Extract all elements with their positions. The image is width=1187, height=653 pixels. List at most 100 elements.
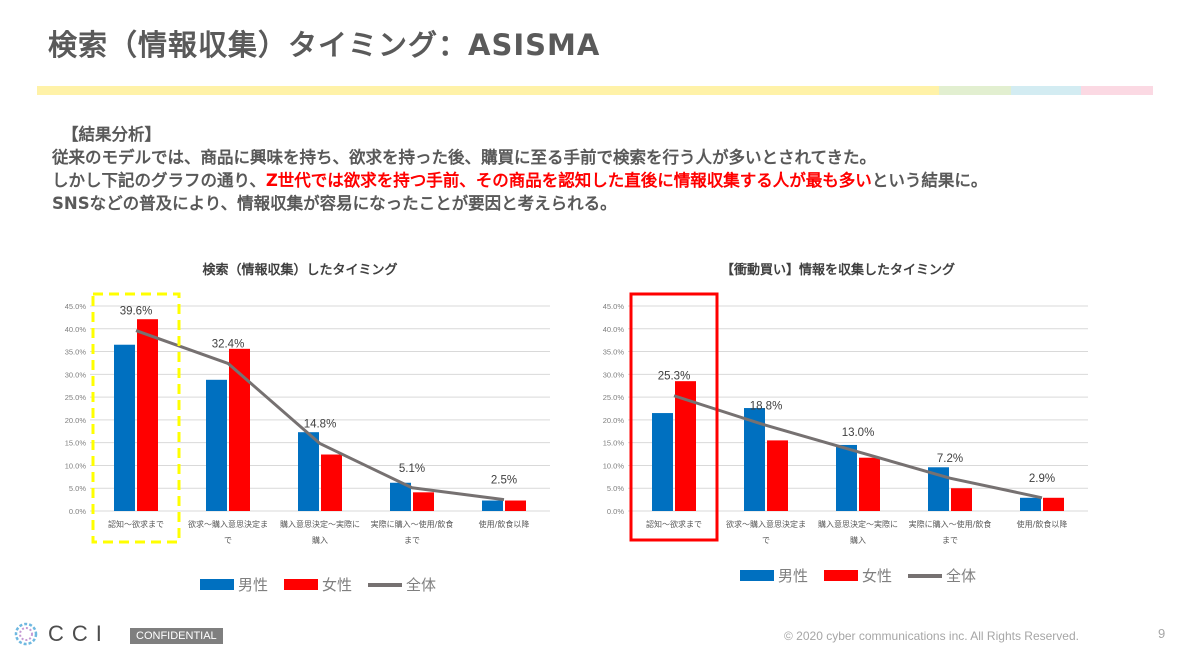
data-label-total: 2.5% bbox=[491, 475, 517, 487]
bar-female bbox=[951, 488, 972, 511]
y-tick-label: 40.0% bbox=[65, 325, 87, 334]
data-label-total: 25.3% bbox=[658, 371, 691, 383]
legend-total-label: 全体 bbox=[406, 576, 437, 594]
legend-total-label: 全体 bbox=[946, 567, 977, 585]
x-tick-label: 欲求～購入意思決定ま bbox=[188, 519, 268, 529]
bar-female bbox=[229, 348, 250, 511]
x-tick-label: 使用/飲食以降 bbox=[1017, 519, 1068, 529]
x-tick-label: 実際に購入～使用/飲食 bbox=[371, 519, 454, 529]
y-tick-label: 20.0% bbox=[65, 416, 87, 425]
data-label-total: 14.8% bbox=[304, 419, 337, 431]
line-total bbox=[673, 394, 1043, 500]
company-logo: CCI bbox=[12, 620, 110, 648]
analysis-line-2-pre: しかし下記のグラフの通り、 bbox=[52, 171, 266, 190]
y-tick-label: 35.0% bbox=[65, 348, 87, 357]
analysis-line-1: 従来のモデルでは、商品に興味を持ち、欲求を持った後、購買に至る手前で検索を行う人… bbox=[52, 148, 877, 167]
x-tick-label: で bbox=[224, 536, 232, 545]
legend-male: 男性 bbox=[200, 574, 268, 595]
y-tick-label: 30.0% bbox=[65, 370, 87, 379]
x-tick-label: 使用/飲食以降 bbox=[479, 519, 530, 529]
bar-male bbox=[482, 500, 503, 511]
chart-title: 【衝動買い】情報を収集したタイミング bbox=[721, 262, 955, 278]
y-tick-label: 45.0% bbox=[603, 302, 625, 311]
line-total bbox=[135, 329, 505, 502]
x-tick-label: 認知～欲求まで bbox=[646, 519, 702, 529]
bar-female bbox=[675, 381, 696, 511]
legend-total: 全体 bbox=[368, 574, 436, 595]
stripe-pink bbox=[1081, 86, 1153, 95]
analysis-heading: 【結果分析】 bbox=[62, 125, 161, 144]
data-label-total: 2.9% bbox=[1029, 473, 1055, 485]
highlight-frame bbox=[629, 292, 719, 542]
x-tick-label: で bbox=[762, 536, 770, 545]
x-tick-label: 購入 bbox=[312, 535, 328, 545]
legend-left: 男性 女性 全体 bbox=[200, 574, 446, 595]
legend-female-label: 女性 bbox=[322, 576, 353, 594]
bar-male bbox=[836, 444, 857, 511]
legend-male-swatch bbox=[200, 579, 234, 590]
y-tick-label: 30.0% bbox=[603, 370, 625, 379]
bar-female bbox=[321, 454, 342, 511]
legend-female: 女性 bbox=[824, 565, 892, 586]
bar-male bbox=[928, 467, 949, 511]
x-tick-label: まで bbox=[404, 536, 420, 545]
page-title: 検索（情報収集）タイミング：ASISMA bbox=[48, 28, 601, 62]
data-label-total: 7.2% bbox=[937, 453, 963, 465]
analysis-line-2: しかし下記のグラフの通り、Z世代では欲求を持つ手前、その商品を認知した直後に情報… bbox=[52, 169, 987, 192]
bar-male bbox=[390, 482, 411, 511]
data-label-total: 32.4% bbox=[212, 338, 245, 350]
legend-female-label: 女性 bbox=[862, 567, 893, 585]
y-tick-label: 35.0% bbox=[603, 348, 625, 357]
data-label-total: 13.0% bbox=[842, 427, 875, 439]
stripe-green bbox=[939, 86, 1011, 95]
y-tick-label: 25.0% bbox=[603, 393, 625, 402]
x-tick-label: まで bbox=[942, 536, 958, 545]
analysis-line-2-post: という結果に。 bbox=[871, 171, 988, 190]
bar-male bbox=[652, 413, 673, 511]
data-label-total: 18.8% bbox=[750, 400, 783, 412]
logo-text: CCI bbox=[48, 621, 110, 646]
legend-female-swatch bbox=[284, 579, 319, 590]
bar-female bbox=[1043, 497, 1064, 511]
chart-title: 検索（情報収集）したタイミング bbox=[202, 262, 397, 278]
legend-total-swatch bbox=[368, 582, 403, 587]
y-tick-label: 20.0% bbox=[603, 416, 625, 425]
y-tick-label: 15.0% bbox=[603, 439, 625, 448]
y-tick-label: 25.0% bbox=[65, 393, 87, 402]
x-tick-label: 購入意思決定～実際に bbox=[818, 519, 898, 529]
stripe-blue bbox=[1011, 86, 1081, 95]
stripe-yellow bbox=[37, 86, 939, 95]
bar-male bbox=[114, 344, 135, 511]
confidential-badge: CONFIDENTIAL bbox=[130, 628, 223, 644]
bar-male bbox=[1020, 497, 1041, 511]
x-tick-label: 購入意思決定～実際に bbox=[280, 519, 360, 529]
logo-ring-icon bbox=[14, 622, 38, 646]
legend-right: 男性 女性 全体 bbox=[740, 565, 986, 586]
analysis-highlight: Z世代では欲求を持つ手前、その商品を認知した直後に情報収集する人が最も多い bbox=[265, 171, 872, 190]
analysis-text: 【結果分析】 従来のモデルでは、商品に興味を持ち、欲求を持った後、購買に至る手前… bbox=[52, 123, 987, 215]
bar-female bbox=[767, 440, 788, 511]
bar-female bbox=[859, 457, 880, 511]
chart-impulse-timing: 【衝動買い】情報を収集したタイミング 0.0% 5.0% 10.0% 15.0% 20.0… bbox=[603, 262, 1088, 545]
chart-search-timing: 検索（情報収集）したタイミング 0.0% 5.0% 10.0% 15.0% 20.0% 25… bbox=[65, 262, 550, 545]
legend-male-label: 男性 bbox=[238, 576, 269, 594]
y-tick-label: 10.0% bbox=[603, 461, 625, 470]
bar-female bbox=[137, 319, 158, 511]
legend-total: 全体 bbox=[908, 565, 976, 586]
copyright-text: © 2020 cyber communications inc. All Rig… bbox=[784, 629, 1079, 643]
x-tick-label: 認知～欲求まで bbox=[108, 519, 164, 529]
data-label-total: 5.1% bbox=[399, 463, 425, 475]
legend-male: 男性 bbox=[740, 565, 808, 586]
legend-male-label: 男性 bbox=[778, 567, 809, 585]
legend-female: 女性 bbox=[284, 574, 352, 595]
legend-total-swatch bbox=[908, 573, 943, 578]
y-tick-label: 15.0% bbox=[65, 439, 87, 448]
y-tick-label: 0.0% bbox=[69, 507, 86, 516]
bar-female bbox=[413, 492, 434, 511]
bar-male bbox=[744, 408, 765, 511]
y-tick-label: 40.0% bbox=[603, 325, 625, 334]
bar-female bbox=[505, 500, 526, 511]
y-tick-label: 0.0% bbox=[607, 507, 624, 516]
y-tick-label: 10.0% bbox=[65, 461, 87, 470]
x-tick-label: 実際に購入～使用/飲食 bbox=[909, 519, 992, 529]
